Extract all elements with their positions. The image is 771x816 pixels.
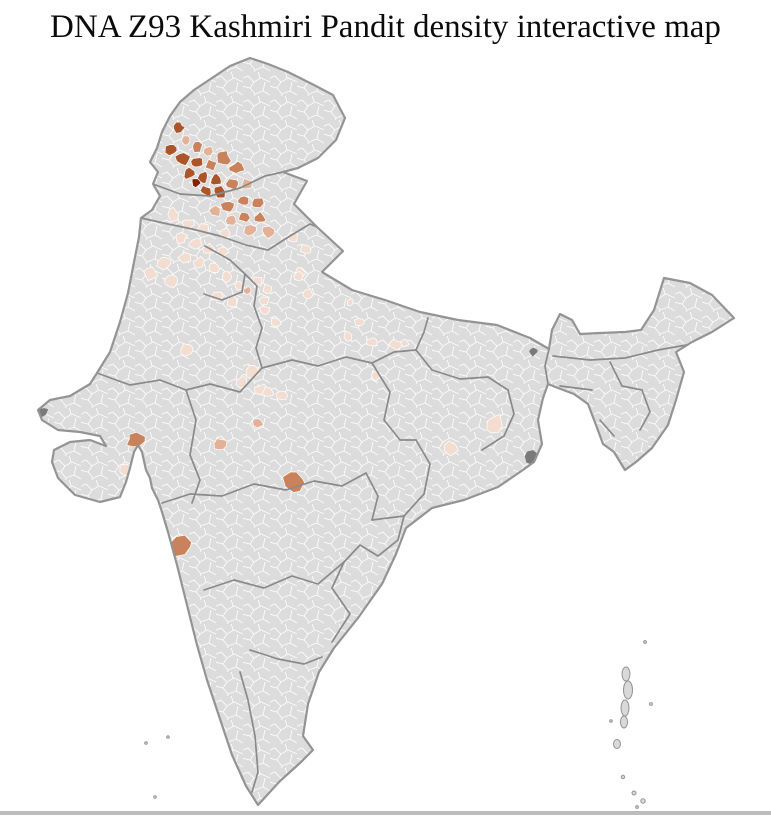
district[interactable]: [261, 225, 276, 240]
district[interactable]: [143, 266, 159, 281]
scrollbar-track[interactable]: [0, 810, 771, 815]
district[interactable]: [353, 318, 365, 326]
lakshadweep-islands: [144, 735, 170, 799]
district[interactable]: [302, 288, 315, 300]
district[interactable]: [172, 121, 186, 134]
andaman-nicobar-islands: [609, 640, 653, 809]
district[interactable]: [365, 337, 378, 347]
state-boundaries: [96, 171, 693, 793]
district[interactable]: [275, 390, 289, 400]
district[interactable]: [218, 227, 231, 239]
district[interactable]: [225, 214, 237, 226]
district[interactable]: [192, 141, 203, 153]
district[interactable]: [164, 274, 178, 288]
district[interactable]: [183, 166, 196, 180]
district[interactable]: [443, 440, 459, 457]
district[interactable]: [343, 330, 353, 342]
district[interactable]: [167, 206, 180, 223]
district[interactable]: [237, 195, 250, 206]
district[interactable]: [191, 178, 202, 189]
district[interactable]: [346, 298, 354, 307]
district[interactable]: [299, 244, 312, 254]
district[interactable]: [261, 386, 275, 397]
district[interactable]: [213, 438, 228, 450]
district[interactable]: [156, 256, 172, 271]
district[interactable]: [258, 296, 269, 306]
district[interactable]: [243, 224, 257, 237]
na-district[interactable]: [529, 347, 538, 357]
district[interactable]: [219, 201, 235, 213]
district[interactable]: [251, 197, 265, 209]
district[interactable]: [188, 237, 203, 250]
district[interactable]: [252, 418, 265, 428]
district[interactable]: [192, 256, 205, 269]
islands-layer: [144, 640, 653, 809]
district[interactable]: [180, 343, 194, 357]
page-title: DNA Z93 Kashmiri Pandit density interact…: [50, 9, 721, 45]
district[interactable]: [181, 135, 191, 146]
district[interactable]: [258, 305, 271, 315]
district[interactable]: [145, 532, 155, 540]
district[interactable]: [164, 144, 178, 157]
district[interactable]: [486, 413, 503, 434]
district[interactable]: [238, 211, 251, 223]
district[interactable]: [262, 284, 272, 294]
district[interactable]: [388, 338, 403, 350]
district[interactable]: [400, 339, 410, 348]
district[interactable]: [210, 173, 222, 186]
district[interactable]: [216, 150, 232, 166]
district[interactable]: [177, 251, 192, 264]
district[interactable]: [203, 146, 214, 157]
district[interactable]: [174, 152, 191, 167]
district[interactable]: [204, 158, 218, 172]
district[interactable]: [270, 317, 282, 327]
district[interactable]: [175, 232, 189, 245]
district[interactable]: [293, 270, 304, 281]
district[interactable]: [282, 471, 305, 493]
district[interactable]: [222, 270, 233, 284]
district[interactable]: [208, 262, 220, 273]
district[interactable]: [190, 157, 204, 168]
district[interactable]: [208, 205, 221, 217]
district[interactable]: [253, 210, 267, 223]
district[interactable]: [228, 160, 246, 174]
